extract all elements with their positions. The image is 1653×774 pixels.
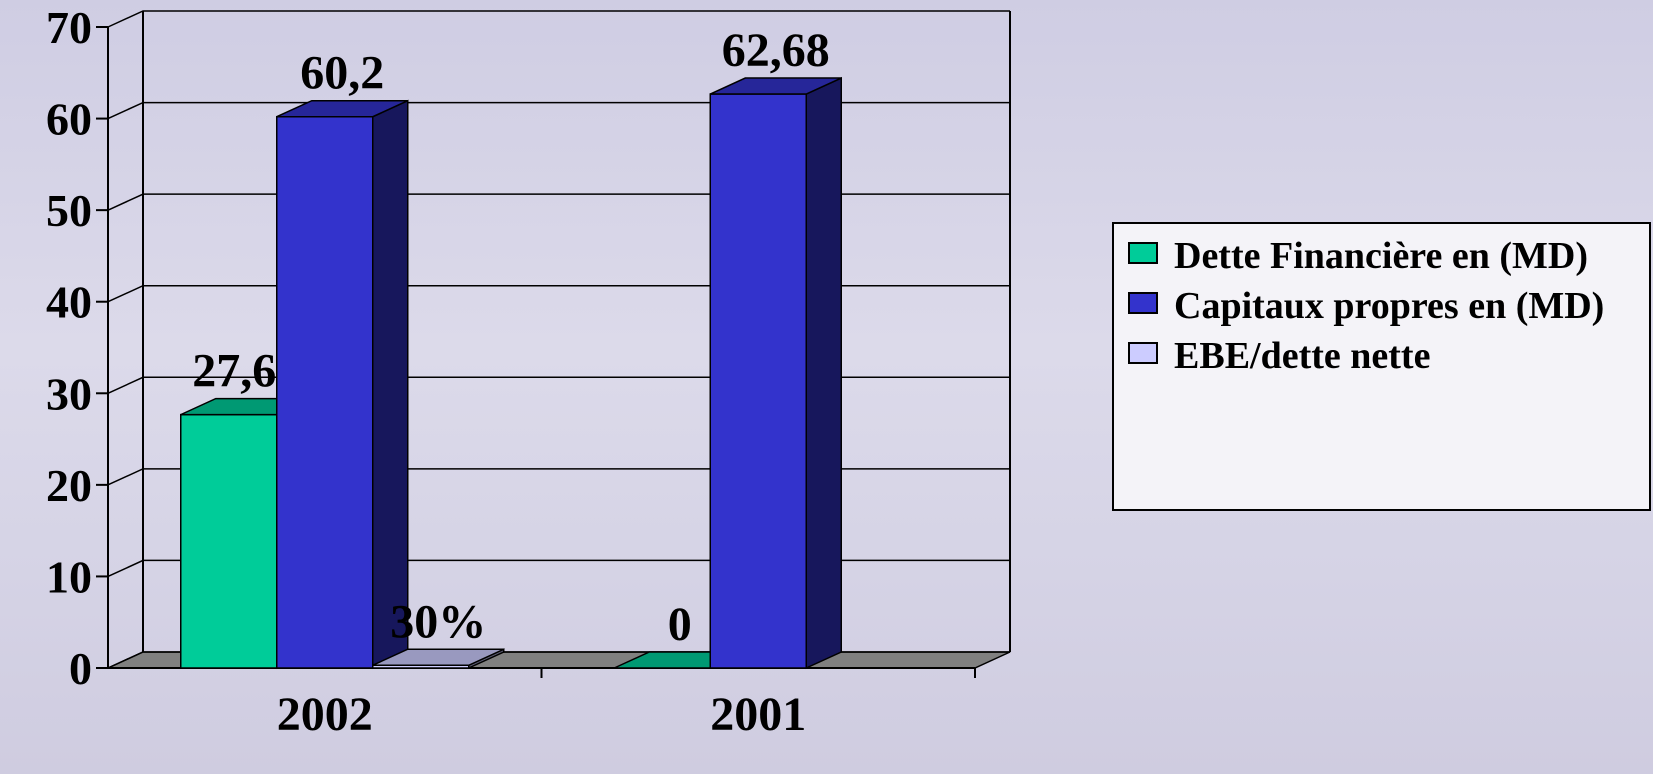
grid-line (107, 193, 1010, 211)
y-tick-label: 10 (46, 551, 92, 602)
y-tick-label: 40 (46, 277, 92, 328)
value-label: 60,2 (300, 47, 384, 100)
y-tick-label: 50 (46, 185, 92, 236)
bar-side (805, 76, 842, 670)
grid-line (107, 10, 1010, 28)
value-label: 30% (390, 595, 486, 648)
grid-line (107, 284, 1010, 303)
y-tick-label: 30 (46, 368, 92, 419)
legend-label: Capitaux propres en (MD) (1174, 285, 1605, 327)
x-tick-label: 2001 (710, 688, 806, 741)
legend-item: Dette Financière en (MD) (1128, 234, 1649, 278)
legend-label: EBE/dette nette (1174, 335, 1431, 377)
bar-front (180, 413, 278, 669)
bar-top (372, 648, 505, 667)
bar (709, 76, 842, 670)
bar (276, 99, 409, 670)
legend-swatch (1128, 242, 1158, 264)
y-tick-label: 60 (46, 94, 92, 145)
legend-label: Dette Financière en (MD) (1174, 235, 1588, 277)
bar-top (709, 77, 842, 95)
bar-side (372, 99, 409, 670)
bar-front (709, 93, 807, 669)
y-tick-label: 20 (46, 460, 92, 511)
legend-item: EBE/dette nette (1128, 334, 1649, 378)
bar-top (276, 99, 409, 118)
legend-item: Capitaux propres en (MD) (1128, 284, 1649, 328)
legend: Dette Financière en (MD) Capitaux propres… (1112, 222, 1651, 511)
legend-swatch (1128, 292, 1158, 314)
bar (372, 648, 505, 670)
x-tick-label: 2002 (277, 688, 373, 741)
value-label: 62,68 (722, 24, 830, 77)
bar-front (276, 115, 374, 669)
value-label: 0 (668, 598, 692, 651)
legend-swatch (1128, 342, 1158, 364)
y-tick-label: 70 (46, 2, 92, 53)
grid-line (107, 101, 1010, 120)
y-tick-label: 0 (69, 643, 92, 694)
